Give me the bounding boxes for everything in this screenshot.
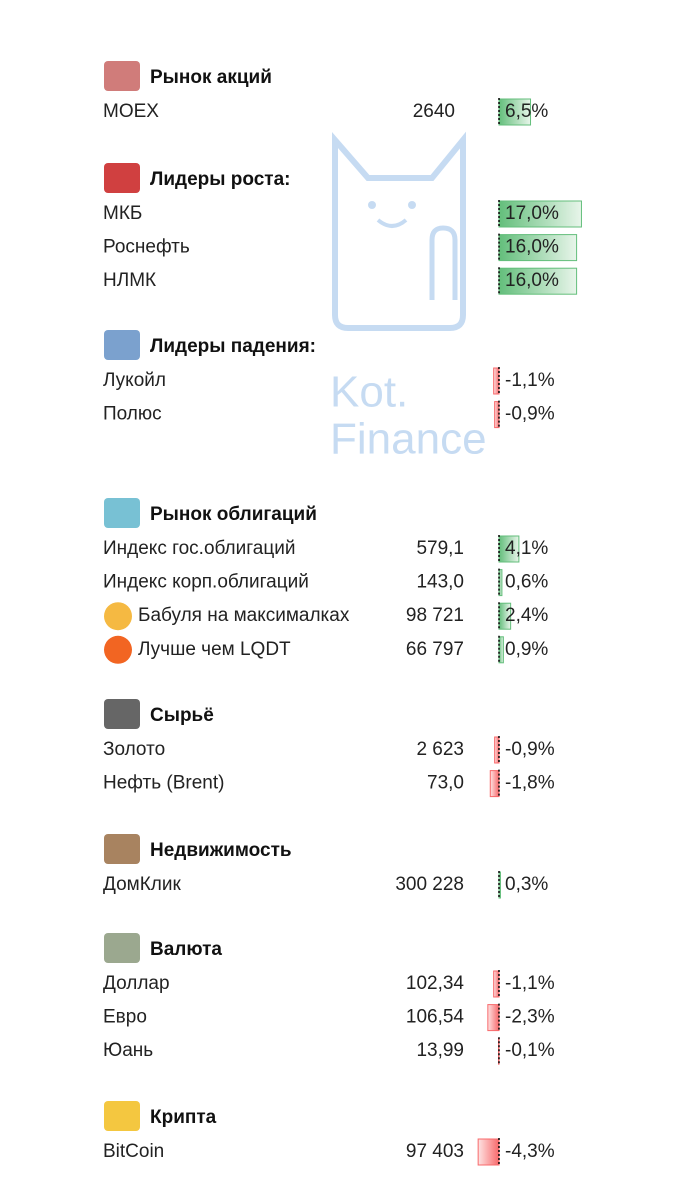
row-value: 579,1 [416,538,464,559]
row-value: 300 228 [395,874,464,895]
row-change: -2,3% [505,1007,555,1028]
row-icon [104,635,132,664]
section-icon [104,933,140,963]
row-value: 143,0 [416,572,464,593]
row-name: BitCoin [103,1141,164,1162]
data-bar [498,234,578,262]
row-change: 16,0% [505,270,559,291]
row-name: Евро [103,1007,147,1028]
row-value: 66 797 [406,639,464,660]
row-change: -0,9% [505,739,555,760]
cat-outline [332,131,466,331]
row-value: 73,0 [427,773,464,794]
watermark-text: Kot. [330,368,408,417]
watermark: Kot. Finance [330,131,487,464]
row-change: -4,3% [505,1141,555,1162]
data-bar [493,367,500,395]
section-title: Лидеры роста: [150,169,290,190]
row-name: МКБ [103,203,142,224]
row-change: 17,0% [505,203,559,224]
row-value: 106,54 [406,1007,465,1028]
section-title: Рынок облигаций [150,504,317,525]
row-icon [104,602,132,631]
section-title: Рынок акций [150,67,272,88]
row-name: Лучше чем LQDT [138,639,291,660]
row-value: 13,99 [416,1040,464,1061]
row-change: 0,9% [505,639,548,660]
row-change: 4,1% [505,538,548,559]
data-bar [489,770,500,798]
row-value: 97 403 [406,1141,464,1162]
section-icon [104,330,140,360]
row-name: Юань [103,1040,153,1061]
row-change: -1,1% [505,973,555,994]
section-icon [104,699,140,729]
section-icon [104,498,140,528]
row-name: Доллар [103,973,170,994]
row-change: 2,4% [505,605,548,626]
row-change: -1,1% [505,370,555,391]
row-name: НЛМК [103,270,156,291]
row-change: 0,6% [505,572,548,593]
data-bar [493,970,500,998]
data-bar [477,1138,500,1166]
row-change: -1,8% [505,773,555,794]
row-change: 0,3% [505,874,548,895]
section-title: Лидеры падения: [150,336,316,357]
row-name: Индекс гос.облигаций [103,538,295,559]
section-icon [104,1101,140,1131]
watermark-text: Finance [330,415,487,464]
row-name: Лукойл [103,370,166,391]
data-bar [498,200,582,228]
section-icon [104,834,140,864]
row-value: 2640 [413,101,455,122]
row-value: 2 623 [416,739,464,760]
row-change: 6,5% [505,101,548,122]
section-icon [104,163,140,193]
row-name: Индекс корп.облигаций [103,572,309,593]
data-bar [487,1004,500,1032]
row-value: 102,34 [406,973,465,994]
row-name: Золото [103,739,165,760]
section-title: Сырьё [150,705,214,726]
row-value: 98 721 [406,605,464,626]
section-title: Недвижимость [150,840,292,861]
row-change: 16,0% [505,237,559,258]
row-name: MOEX [103,101,159,122]
row-name: Полюс [103,404,162,425]
row-change: -0,9% [505,404,555,425]
section-icon [104,61,140,91]
row-name: ДомКлик [103,874,181,895]
row-name: Роснефть [103,237,190,258]
section-title: Валюта [150,939,222,960]
row-change: -0,1% [505,1040,555,1061]
row-name: Бабуля на максималках [138,605,350,626]
section-title: Крипта [150,1107,217,1128]
row-name: Нефть (Brent) [103,773,224,794]
